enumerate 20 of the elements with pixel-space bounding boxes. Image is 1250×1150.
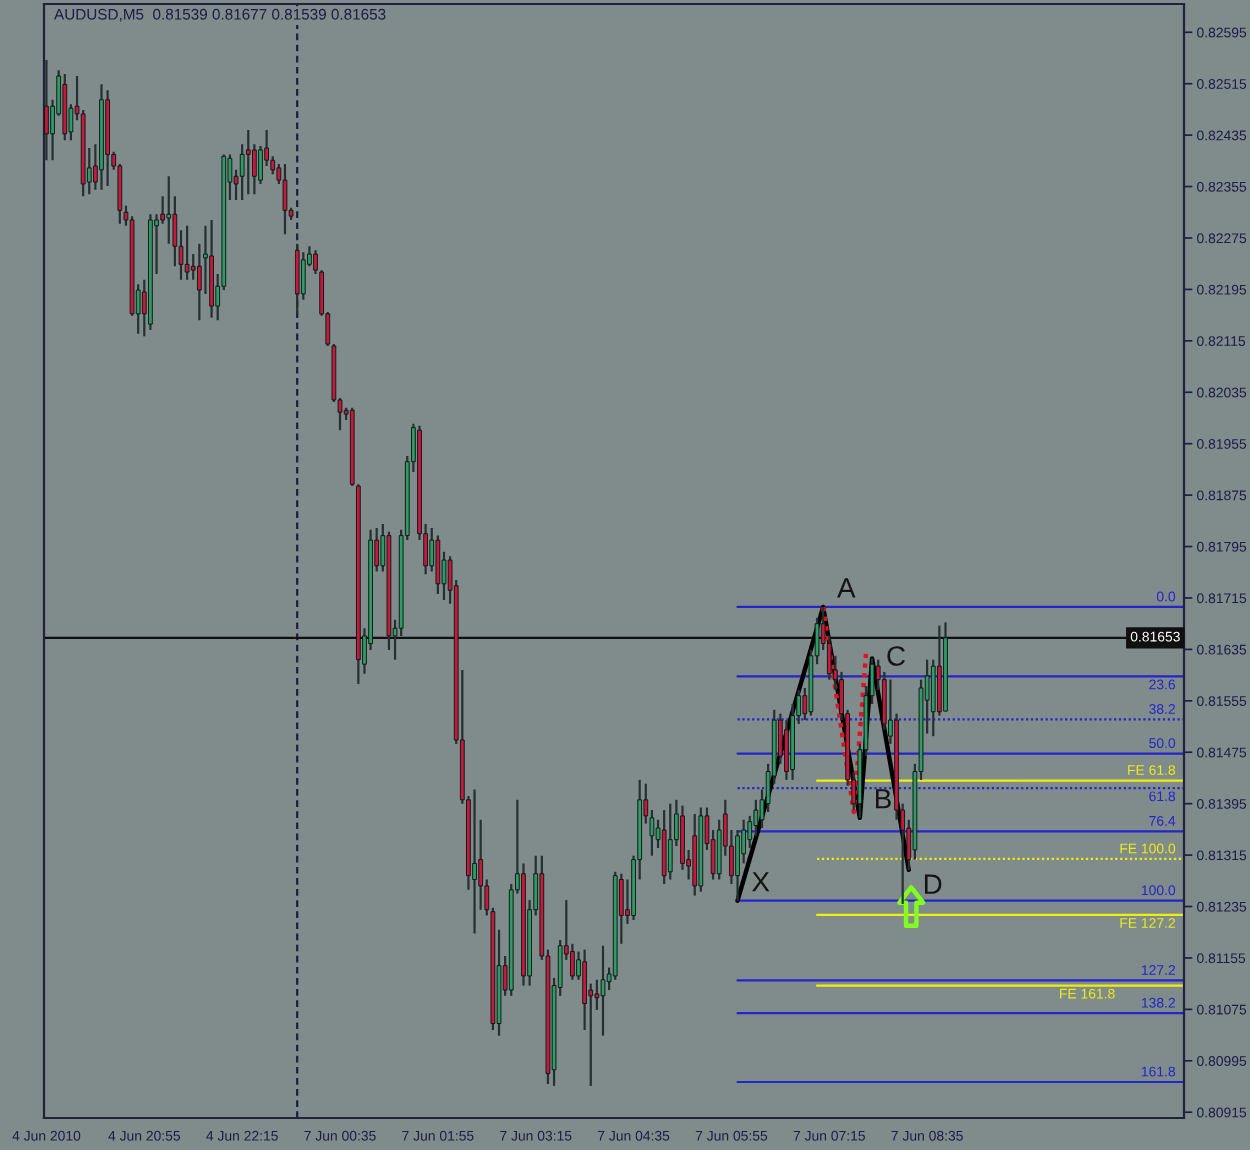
annotation: C [887,646,905,666]
line-series [735,604,912,903]
candlestick [184,224,190,281]
candlestick [472,788,477,935]
candlestick [300,251,306,301]
candlestick [435,534,441,596]
candlestick [667,802,673,881]
candlestick [930,658,936,738]
candlestick [294,242,300,315]
candlestick [282,162,288,236]
candlestick [44,58,49,162]
candlestick [600,944,606,1037]
annotation: A [837,578,856,598]
annotation: B [876,789,891,809]
annotation: X [752,872,770,892]
candlestick [245,128,251,196]
candlestick [166,175,172,245]
annotation: D [924,874,942,894]
candlestick [661,808,667,886]
candlestick [735,828,740,902]
